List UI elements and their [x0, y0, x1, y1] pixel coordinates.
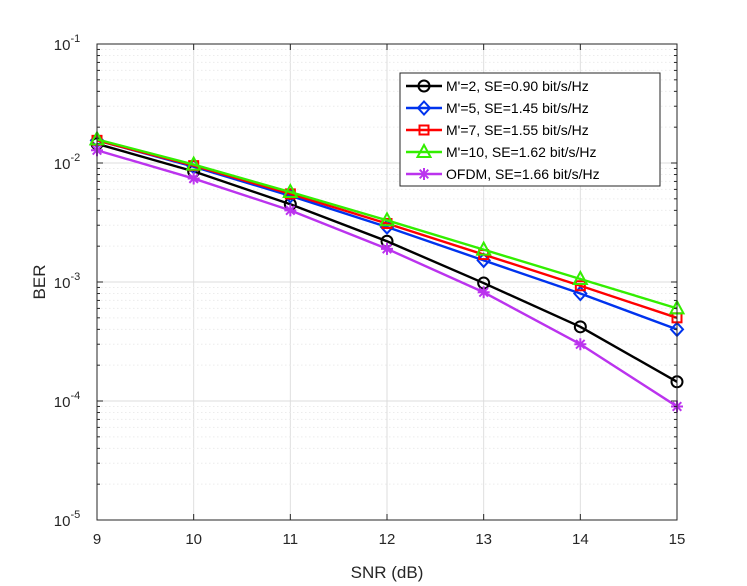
y-axis-label: BER	[30, 265, 49, 300]
x-tick-label: 11	[283, 531, 299, 548]
ber-chart: 9 10 11 12 13 14 15 10-510-410-310-210-1 SNR (…	[0, 0, 747, 586]
legend-label: OFDM, SE=1.66 bit/s/Hz	[446, 166, 600, 182]
legend-label: M'=7, SE=1.55 bit/s/Hz	[446, 122, 589, 138]
x-tick-label: 15	[669, 531, 686, 548]
legend-marker	[418, 168, 430, 180]
data-point	[574, 338, 586, 350]
data-point	[478, 286, 490, 298]
x-tick-label: 14	[572, 531, 589, 548]
x-tick-label: 9	[93, 531, 101, 548]
x-tick-label: 12	[379, 531, 396, 548]
legend-label: M'=5, SE=1.45 bit/s/Hz	[446, 100, 589, 116]
data-point	[188, 173, 200, 185]
x-tick-label: 10	[185, 531, 202, 548]
x-axis-label: SNR (dB)	[351, 563, 424, 582]
data-point	[381, 243, 393, 255]
x-tick-label: 13	[475, 531, 492, 548]
legend-label: M'=2, SE=0.90 bit/s/Hz	[446, 78, 589, 94]
data-point	[284, 204, 296, 216]
legend-label: M'=10, SE=1.62 bit/s/Hz	[446, 144, 597, 160]
legend: M'=2, SE=0.90 bit/s/Hz M'=5, SE=1.45 bit/…	[400, 73, 660, 186]
